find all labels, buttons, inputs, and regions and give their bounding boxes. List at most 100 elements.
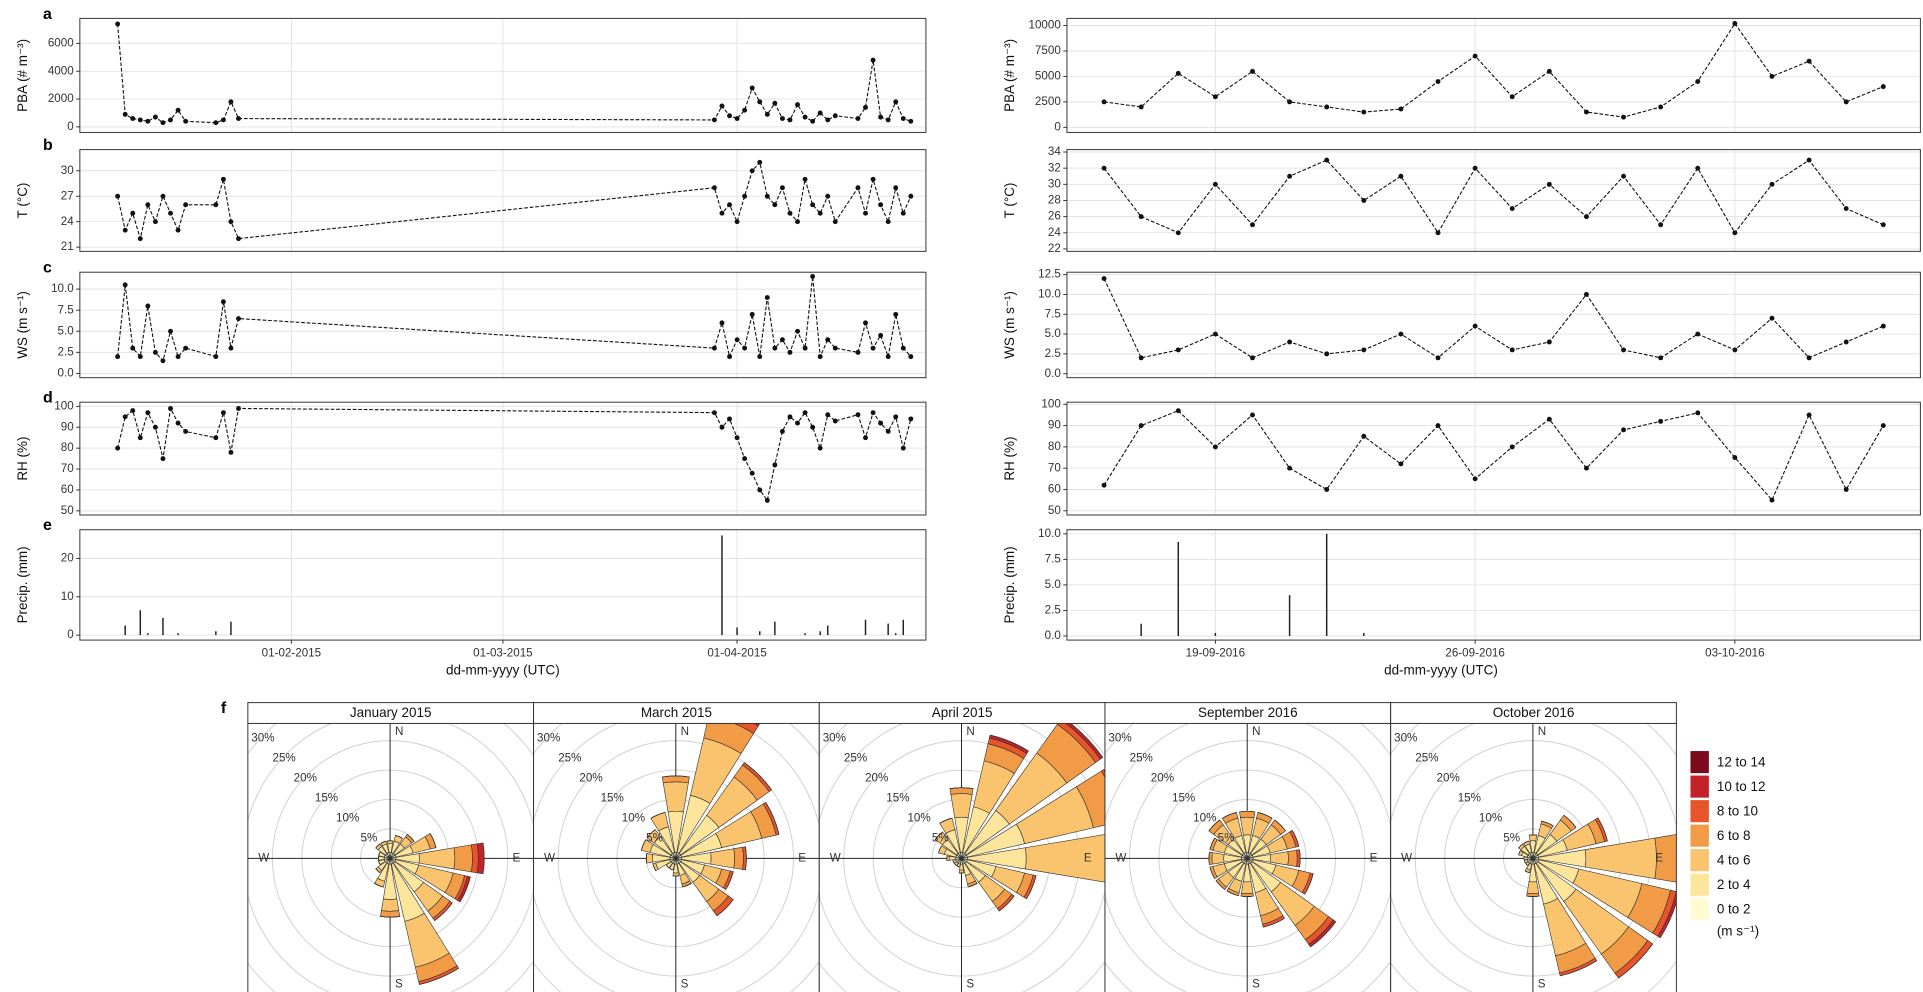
data-point xyxy=(893,414,899,420)
data-point xyxy=(122,282,128,288)
y-tick-label: 10 xyxy=(61,590,74,603)
data-point xyxy=(1212,94,1218,100)
data-point xyxy=(1658,418,1664,424)
data-point xyxy=(878,333,884,338)
y-tick-label: 6000 xyxy=(48,37,74,50)
radial-tick-label: 25% xyxy=(1130,751,1153,764)
y-tick-label: 12.5 xyxy=(1038,268,1061,281)
y-tick-label: 60 xyxy=(61,483,74,496)
data-point xyxy=(711,185,717,191)
rose: 5%10% 15% 20% 25% 30% N E S W xyxy=(533,723,820,992)
data-point xyxy=(1435,230,1441,236)
data-point xyxy=(878,114,884,120)
legend-swatch xyxy=(1689,847,1711,873)
panel-letter: c xyxy=(43,260,52,277)
y-tick-label: 0.0 xyxy=(58,367,75,380)
data-point xyxy=(855,349,861,355)
data-point xyxy=(757,99,763,105)
y-tick-label: 10.0 xyxy=(1038,527,1061,540)
y-tick-label: 5.0 xyxy=(1045,578,1062,591)
data-point xyxy=(168,406,173,411)
data-point xyxy=(787,210,793,216)
data-point xyxy=(900,445,906,451)
data-point xyxy=(863,435,868,441)
direction-label: E xyxy=(1084,851,1092,864)
rose-wedge xyxy=(1524,860,1526,864)
data-point xyxy=(870,57,876,63)
direction-label: N xyxy=(1538,725,1546,738)
radial-tick-label: 10% xyxy=(336,811,359,824)
rose: 5%10% 15% 20% 25% 30% N E S W xyxy=(1104,723,1391,992)
data-point xyxy=(764,497,770,503)
rose-wedge xyxy=(381,898,400,912)
data-point xyxy=(810,118,816,124)
rose-wedge xyxy=(1274,819,1286,832)
data-point xyxy=(1472,476,1478,482)
rose-wedge xyxy=(950,793,973,819)
rose-wedge xyxy=(1291,830,1300,847)
direction-label: W xyxy=(830,851,841,864)
rose-wedge xyxy=(998,895,1015,912)
data-point xyxy=(168,328,173,334)
direction-label: W xyxy=(1401,851,1412,864)
data-point xyxy=(885,117,891,123)
data-point xyxy=(885,219,891,225)
legend-label: 12 to 14 xyxy=(1717,754,1766,769)
y-tick-label: 7500 xyxy=(1035,44,1061,57)
data-point xyxy=(175,354,181,360)
y-tick-label: 7.5 xyxy=(1045,307,1061,320)
radial-tick-label: 30% xyxy=(823,731,846,744)
data-point xyxy=(779,337,785,343)
rose-wedge xyxy=(650,812,666,819)
y-axis-label: PBA (# m⁻³) xyxy=(1002,39,1017,112)
data-point xyxy=(130,116,136,121)
y-tick-label: 24 xyxy=(61,215,74,228)
data-point xyxy=(1175,408,1181,414)
data-point xyxy=(742,193,748,199)
panel-border xyxy=(1066,529,1921,641)
data-point xyxy=(764,295,770,300)
panel-background xyxy=(1066,272,1921,378)
data-point xyxy=(137,236,143,242)
panel-letter: e xyxy=(43,517,52,534)
data-point xyxy=(727,354,732,360)
direction-label: N xyxy=(395,725,403,738)
rose-wedge xyxy=(1654,834,1677,883)
rose-wedge xyxy=(386,840,394,845)
rose-wedge xyxy=(378,851,381,856)
rose-wedge xyxy=(1541,820,1554,827)
data-point xyxy=(1880,84,1886,90)
y-axis-label: T (°C) xyxy=(15,183,30,219)
data-point xyxy=(1880,423,1886,429)
data-point xyxy=(1806,412,1812,418)
y-tick-label: 2.5 xyxy=(1045,604,1061,617)
data-point xyxy=(1472,323,1478,329)
legend-label: 10 to 12 xyxy=(1717,779,1766,794)
rose-wedge xyxy=(733,846,744,870)
data-point xyxy=(1175,70,1181,76)
legend-label: 2 to 4 xyxy=(1717,877,1751,892)
data-point xyxy=(160,456,166,462)
data-point xyxy=(825,193,831,199)
x-tick-label: 26-09-2016 xyxy=(1445,647,1504,660)
radial-tick-label: 5% xyxy=(1218,831,1235,844)
data-point xyxy=(855,185,861,191)
rose-wedge xyxy=(1618,943,1653,979)
data-point xyxy=(1324,351,1330,357)
data-point xyxy=(1546,416,1552,422)
series-line xyxy=(1103,159,1884,234)
data-point xyxy=(863,104,868,110)
rose-wedge xyxy=(453,844,473,873)
data-point xyxy=(802,345,808,351)
rose-wedge xyxy=(1065,723,1104,760)
data-point xyxy=(115,445,121,451)
data-point xyxy=(1472,165,1478,171)
y-tick-label: 0 xyxy=(67,628,74,641)
radial-tick-label: 5% xyxy=(1503,831,1520,844)
data-point xyxy=(1583,214,1589,220)
data-point xyxy=(145,303,151,309)
panel-border xyxy=(1066,149,1921,252)
data-point xyxy=(719,320,725,326)
rose-wedge xyxy=(1528,834,1538,842)
